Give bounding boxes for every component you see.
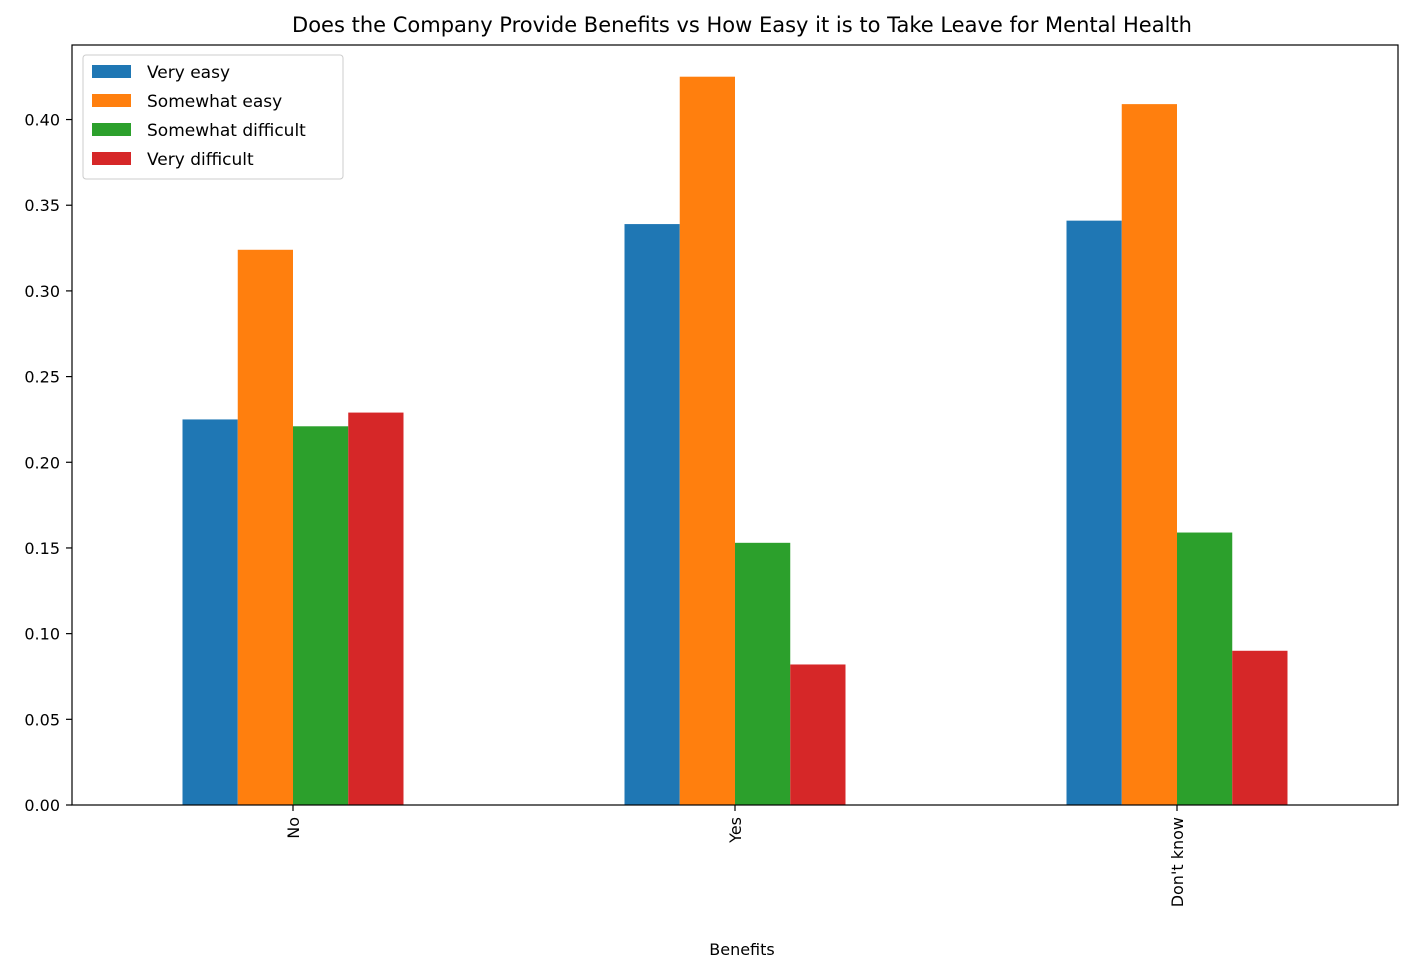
bar-somewhat-easy-don-t-know: [1121, 104, 1177, 806]
legend-label: Very easy: [147, 63, 230, 83]
chart-title: Does the Company Provide Benefits vs How…: [292, 13, 1192, 37]
y-tick-label: 0.10: [24, 625, 60, 644]
legend-label: Very difficult: [147, 150, 254, 170]
legend: Very easy Somewhat easy Somewhat difficult…: [82, 54, 344, 180]
y-tick-label: 0.35: [24, 196, 60, 215]
legend-swatch: [92, 65, 131, 78]
legend-box: [82, 54, 344, 180]
plot-area: 0.00 0.05 0.10 0.15 0.20 0.25 0.30 0.35 0.40 No Ye…: [24, 44, 1399, 907]
y-tick-label: 0.05: [24, 710, 60, 729]
bar-somewhat-easy-no: [237, 249, 293, 805]
x-axis-title: Benefits: [709, 940, 775, 959]
legend-label: Somewhat difficult: [147, 121, 306, 141]
bar-very-easy-don-t-know: [1066, 220, 1122, 805]
bar-very-easy-no: [182, 419, 238, 805]
bar-somewhat-difficult-no: [293, 426, 349, 805]
bar-somewhat-easy-yes: [679, 76, 735, 805]
legend-swatch: [92, 94, 131, 107]
bar-somewhat-difficult-don-t-know: [1177, 532, 1233, 805]
bar-very-difficult-yes: [790, 664, 846, 805]
y-tick-label: 0.00: [24, 796, 60, 815]
bar-very-difficult-no: [348, 412, 404, 805]
bar-somewhat-difficult-yes: [735, 542, 791, 805]
x-tick-label: No: [284, 817, 303, 839]
x-tick-label: Yes: [726, 817, 745, 844]
y-tick-label: 0.25: [24, 368, 60, 387]
y-tick-label: 0.15: [24, 539, 60, 558]
legend-swatch: [92, 152, 131, 165]
bar-very-easy-yes: [624, 224, 680, 805]
legend-label: Somewhat easy: [147, 92, 282, 112]
bar-very-difficult-don-t-know: [1232, 650, 1288, 805]
y-tick-label: 0.20: [24, 453, 60, 472]
y-tick-label: 0.40: [24, 111, 60, 130]
legend-swatch: [92, 123, 131, 136]
x-tick-label: Don't know: [1168, 817, 1187, 907]
y-tick-label: 0.30: [24, 282, 60, 301]
